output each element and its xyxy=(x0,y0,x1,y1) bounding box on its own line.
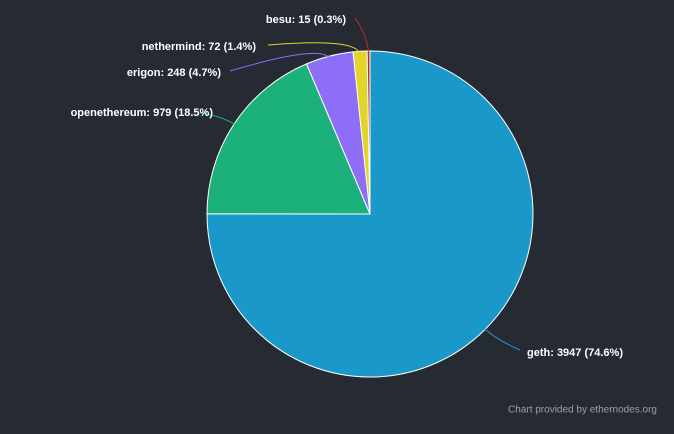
data-label: geth: 3947 (74.6%) xyxy=(527,347,623,359)
chart-credit: Chart provided by ethernodes.org xyxy=(508,405,657,416)
data-label: besu: 15 (0.3%) xyxy=(266,14,346,26)
label-connector xyxy=(267,42,361,56)
label-connector xyxy=(199,112,238,127)
data-label: erigon: 248 (4.7%) xyxy=(127,67,221,79)
label-connector xyxy=(354,17,370,56)
data-label: openethereum: 979 (18.5%) xyxy=(71,107,214,119)
data-label: nethermind: 72 (1.4%) xyxy=(142,41,257,53)
label-connector xyxy=(481,326,521,351)
label-connector xyxy=(229,52,331,72)
